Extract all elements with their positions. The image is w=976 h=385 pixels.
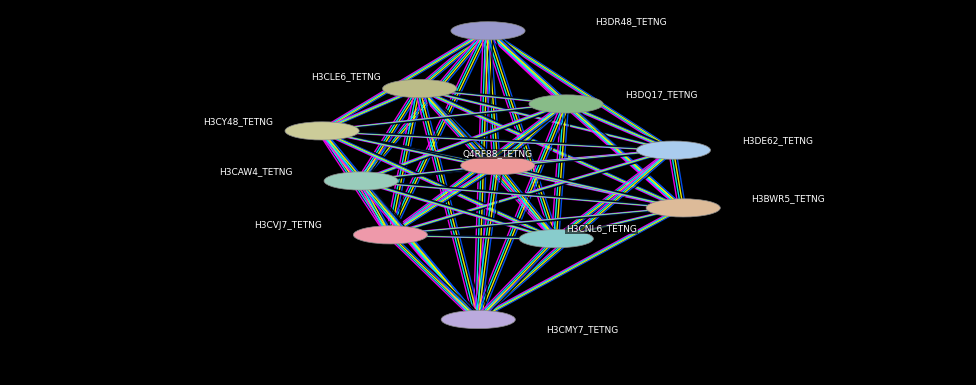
Ellipse shape xyxy=(519,229,593,248)
Text: H3CNL6_TETNG: H3CNL6_TETNG xyxy=(566,224,637,234)
Text: H3BWR5_TETNG: H3BWR5_TETNG xyxy=(752,194,826,203)
Text: H3DE62_TETNG: H3DE62_TETNG xyxy=(742,136,813,145)
Text: H3CAW4_TETNG: H3CAW4_TETNG xyxy=(220,167,293,176)
Ellipse shape xyxy=(461,156,535,175)
Ellipse shape xyxy=(636,141,711,159)
Ellipse shape xyxy=(646,199,720,217)
Ellipse shape xyxy=(529,95,603,113)
Ellipse shape xyxy=(324,172,398,190)
Text: H3DQ17_TETNG: H3DQ17_TETNG xyxy=(625,90,697,99)
Ellipse shape xyxy=(353,226,427,244)
Text: Q4RF88_TETNG: Q4RF88_TETNG xyxy=(463,149,533,159)
Ellipse shape xyxy=(451,22,525,40)
Text: H3CMY7_TETNG: H3CMY7_TETNG xyxy=(547,325,619,334)
Ellipse shape xyxy=(285,122,359,140)
Text: H3CY48_TETNG: H3CY48_TETNG xyxy=(203,117,273,126)
Text: H3DR48_TETNG: H3DR48_TETNG xyxy=(595,17,667,26)
Text: H3CVJ7_TETNG: H3CVJ7_TETNG xyxy=(254,221,322,230)
Text: H3CLE6_TETNG: H3CLE6_TETNG xyxy=(311,72,381,82)
Ellipse shape xyxy=(441,310,515,329)
Ellipse shape xyxy=(383,79,457,98)
